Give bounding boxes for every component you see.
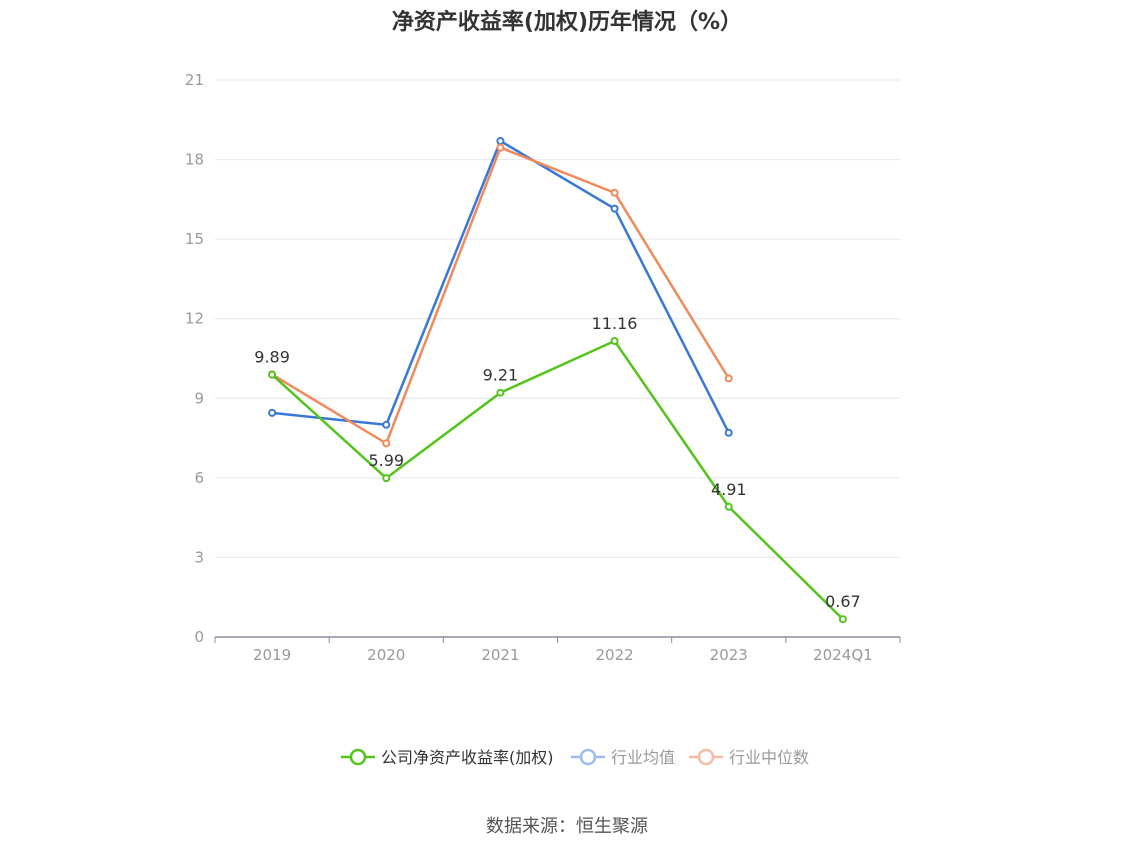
data-labels: 9.89 5.99 9.21 11.16 4.91 0.67 <box>254 314 860 611</box>
data-point <box>838 615 847 624</box>
data-point <box>724 502 733 511</box>
series-line-0 <box>271 339 844 621</box>
data-label: 0.67 <box>825 592 861 611</box>
data-point <box>496 137 505 146</box>
gridlines <box>215 79 900 558</box>
y-tick-label: 12 <box>185 310 204 328</box>
axes: 0 3 6 9 12 15 18 21 2019 2020 2021 2022 2023 2024Q1 <box>185 71 901 664</box>
y-tick-label: 3 <box>194 548 204 566</box>
legend-label: 公司净资产收益率(加权) <box>381 748 554 767</box>
data-point <box>496 388 505 397</box>
legend-marker <box>579 748 597 766</box>
data-label: 11.16 <box>592 314 638 333</box>
y-tick-label: 18 <box>185 151 204 169</box>
data-point <box>268 370 277 379</box>
chart-title: 净资产收益率(加权)历年情况（%） <box>391 10 743 35</box>
series-line-2 <box>271 146 730 445</box>
legend: 公司净资产收益率(加权) 行业均值 行业中位数 <box>341 748 809 767</box>
data-point <box>382 420 391 429</box>
legend-label: 行业均值 <box>611 748 675 767</box>
data-point <box>496 143 505 152</box>
y-tick-label: 9 <box>194 389 204 407</box>
legend-marker <box>697 748 715 766</box>
data-point <box>724 374 733 383</box>
data-label: 5.99 <box>368 451 404 470</box>
legend-label: 行业中位数 <box>729 748 809 767</box>
data-point <box>724 428 733 437</box>
data-label: 9.21 <box>483 366 519 385</box>
x-tick-label: 2024Q1 <box>813 646 873 664</box>
x-tick-label: 2023 <box>710 646 748 664</box>
data-label: 9.89 <box>254 348 290 367</box>
series-lines <box>268 137 847 624</box>
x-tick-label: 2020 <box>367 646 405 664</box>
data-point <box>610 204 619 213</box>
data-point <box>610 188 619 197</box>
data-source-note: 数据来源：恒生聚源 <box>486 816 648 837</box>
data-point <box>382 439 391 448</box>
legend-marker <box>349 748 367 766</box>
data-point <box>268 408 277 417</box>
y-tick-label: 15 <box>185 230 204 248</box>
data-point <box>382 474 391 483</box>
data-point <box>610 336 619 345</box>
x-tick-label: 2022 <box>595 646 633 664</box>
y-tick-label: 0 <box>194 628 204 646</box>
y-tick-label: 21 <box>185 71 204 89</box>
x-tick-label: 2019 <box>253 646 291 664</box>
data-label: 4.91 <box>711 480 747 499</box>
y-tick-label: 6 <box>194 469 204 487</box>
x-tick-label: 2021 <box>481 646 519 664</box>
